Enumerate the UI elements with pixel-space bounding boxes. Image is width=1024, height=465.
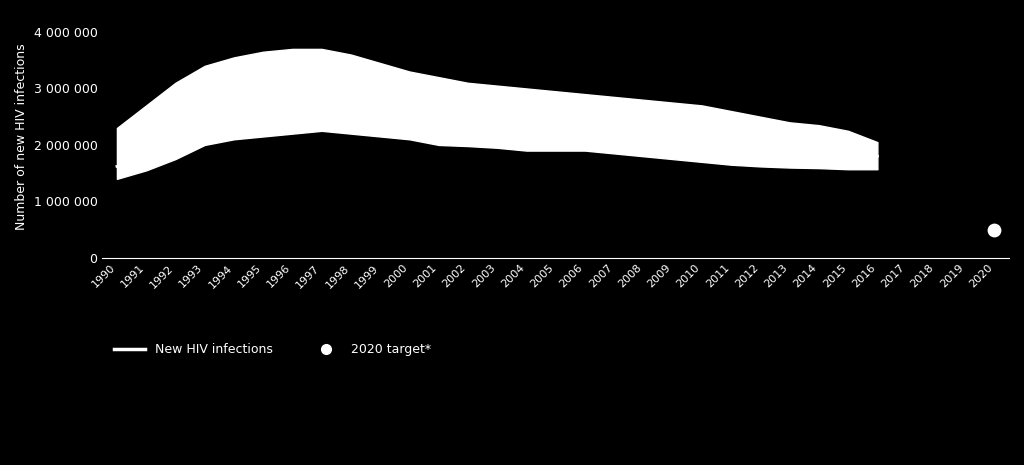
Legend: New HIV infections, 2020 target*: New HIV infections, 2020 target* xyxy=(109,338,436,361)
Point xyxy=(986,226,1002,233)
Y-axis label: Number of new HIV infections: Number of new HIV infections xyxy=(15,43,28,230)
